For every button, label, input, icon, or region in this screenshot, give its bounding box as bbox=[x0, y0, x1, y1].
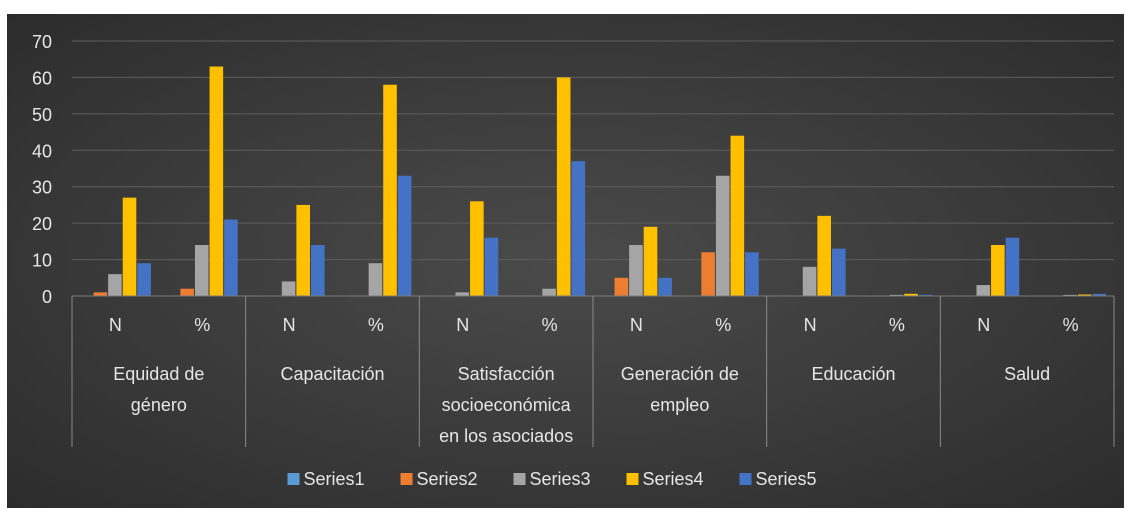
bar-series4-5 bbox=[556, 77, 571, 297]
x-axis: N% N% N% N% N% N % Equidad de género Capacitación… bbox=[71, 295, 1115, 447]
bar-series5-0 bbox=[137, 263, 151, 296]
bars bbox=[93, 66, 1107, 297]
bar-series3-7 bbox=[715, 175, 730, 296]
y-tick-label: 50 bbox=[32, 105, 52, 125]
bar-series3-5 bbox=[542, 288, 556, 296]
bar-series5-4 bbox=[484, 237, 499, 296]
bar-series4-4 bbox=[470, 201, 484, 296]
legend-label-series3: Series3 bbox=[530, 469, 591, 489]
bar-series3-3 bbox=[368, 263, 383, 296]
legend-label-series1: Series1 bbox=[304, 469, 365, 489]
group-label: Educación bbox=[811, 364, 895, 384]
y-axis-tick-labels: 0 10 20 30 40 50 60 70 bbox=[32, 32, 52, 307]
bar-series3-4 bbox=[455, 292, 470, 296]
x-tick-label: N bbox=[630, 315, 643, 335]
bar-series3-0 bbox=[108, 274, 122, 296]
bar-series3-10 bbox=[976, 285, 991, 296]
y-tick-label: 70 bbox=[32, 32, 52, 52]
bar-series4-1 bbox=[209, 66, 224, 296]
chart-area: 0 10 20 30 40 50 60 70 N% N% N% N% N% N% Equidad de gé… bbox=[7, 14, 1124, 508]
x-tick-label: % bbox=[715, 315, 731, 335]
bar-series5-5 bbox=[571, 161, 586, 296]
bar-series3-1 bbox=[194, 245, 209, 296]
bar-series4-7 bbox=[730, 135, 745, 296]
bar-series4-0 bbox=[122, 197, 137, 296]
bar-series4-8 bbox=[817, 215, 831, 296]
x-tick-label: % bbox=[368, 315, 384, 335]
x-tick-label: N bbox=[456, 315, 469, 335]
legend-swatch-series2 bbox=[400, 473, 413, 485]
group-label: género bbox=[131, 395, 187, 415]
bar-series5-9 bbox=[918, 294, 933, 296]
bar-series5-1 bbox=[224, 219, 238, 296]
x-tick-label: N bbox=[804, 315, 817, 335]
y-tick-label: 60 bbox=[32, 68, 52, 88]
legend-swatch-series4 bbox=[626, 473, 639, 485]
y-tick-label: 30 bbox=[32, 178, 52, 198]
group-label: Generación de bbox=[621, 364, 739, 384]
y-tick-label: 0 bbox=[42, 287, 52, 307]
bar-series5-8 bbox=[831, 248, 846, 296]
bar-series2-7 bbox=[701, 252, 715, 296]
bar-series3-8 bbox=[802, 266, 817, 296]
x-tick-label: % bbox=[194, 315, 210, 335]
bar-series4-3 bbox=[383, 84, 397, 297]
bar-series5-7 bbox=[745, 252, 759, 296]
group-label: Satisfacción bbox=[458, 364, 555, 384]
bar-series3-6 bbox=[629, 245, 643, 296]
x-tick-label: % bbox=[542, 315, 558, 335]
y-tick-label: 20 bbox=[32, 214, 52, 234]
bar-series5-3 bbox=[397, 175, 412, 296]
bar-series4-11 bbox=[1077, 294, 1092, 296]
legend-swatch-series5 bbox=[739, 473, 752, 485]
legend: Series1 Series2 Series3 Series4 Series5 bbox=[287, 469, 817, 489]
x-tick-label: % bbox=[1063, 315, 1079, 335]
group-label: Salud bbox=[1004, 364, 1050, 384]
bar-series2-0 bbox=[93, 292, 108, 296]
group-label: socioeconómica bbox=[442, 395, 572, 415]
bar-series5-6 bbox=[658, 277, 672, 296]
group-label: empleo bbox=[650, 395, 709, 415]
bar-series5-2 bbox=[310, 245, 325, 296]
group-label: Capacitación bbox=[280, 364, 384, 384]
bar-series4-6 bbox=[643, 226, 658, 296]
bar-series4-2 bbox=[296, 204, 310, 296]
x-tick-label: N bbox=[977, 315, 990, 335]
bar-series3-11 bbox=[1063, 294, 1077, 296]
group-label: Equidad de bbox=[113, 364, 204, 384]
legend-label-series4: Series4 bbox=[643, 469, 704, 489]
bar-series3-2 bbox=[281, 281, 296, 296]
legend-label-series2: Series2 bbox=[417, 469, 478, 489]
y-tick-label: 10 bbox=[32, 251, 52, 271]
x-tick-label: % bbox=[889, 315, 905, 335]
legend-swatch-series1 bbox=[287, 473, 300, 485]
x-tick-label: N bbox=[283, 315, 296, 335]
bar-series3-9 bbox=[889, 294, 904, 296]
gridlines bbox=[72, 40, 1114, 261]
bar-series4-9 bbox=[904, 293, 918, 296]
bar-series2-6 bbox=[614, 277, 629, 296]
legend-label-series5: Series5 bbox=[756, 469, 817, 489]
bar-series5-10 bbox=[1005, 237, 1020, 296]
y-tick-label: 40 bbox=[32, 141, 52, 161]
bar-chart: 0 10 20 30 40 50 60 70 N% N% N% N% N% N % Equidad de gé… bbox=[32, 32, 1115, 489]
bar-series2-1 bbox=[180, 288, 194, 296]
bar-series5-11 bbox=[1092, 293, 1107, 296]
bar-series4-10 bbox=[991, 245, 1005, 296]
legend-swatch-series3 bbox=[513, 473, 526, 485]
x-tick-label: N bbox=[109, 315, 122, 335]
group-label: en los asociados bbox=[439, 426, 573, 446]
